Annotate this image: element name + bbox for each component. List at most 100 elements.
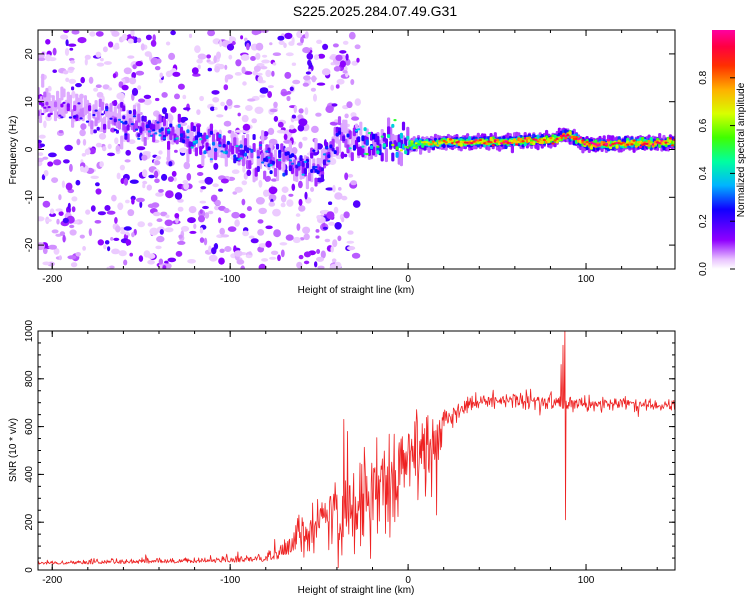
- spectrogram-ridge-cell: [92, 113, 96, 117]
- spectrogram-noise-blob: [284, 71, 292, 79]
- spectrogram-noise-blob: [102, 146, 107, 152]
- spectrogram-noise-blob: [111, 248, 120, 255]
- spectrogram-noise-blob: [315, 229, 320, 233]
- spectrogram-ridge-cell: [132, 115, 137, 118]
- spectrogram-ridge-cell: [399, 152, 403, 167]
- spectrogram-ridge-cell: [135, 120, 139, 130]
- spectrogram-noise-blob: [280, 91, 289, 96]
- spectrogram-noise-blob: [321, 68, 331, 76]
- spectrogram-noise-blob: [131, 198, 135, 205]
- spectrogram-noise-blob: [304, 107, 309, 115]
- spectrogram-noise-blob: [242, 123, 251, 131]
- spectrogram-noise-blob: [123, 177, 129, 186]
- spectrogram-noise-blob: [117, 202, 124, 211]
- spectrogram-noise-blob: [183, 107, 191, 111]
- spectrogram-noise-blob: [108, 265, 115, 269]
- spectrogram-ridge-cell: [361, 135, 365, 142]
- spectrogram-noise-blob: [283, 133, 288, 141]
- spectrogram-noise-blob: [310, 187, 315, 192]
- spectrogram-noise-blob: [63, 159, 70, 164]
- spectrogram-ridge-cell: [239, 144, 243, 149]
- spectrogram-noise-blob: [335, 54, 343, 61]
- spectrogram-noise-blob: [79, 234, 85, 239]
- spectrogram-noise-blob: [213, 162, 219, 170]
- spectrogram-ridge-cell: [100, 113, 105, 116]
- spectrogram-noise-blob: [233, 104, 241, 108]
- spectrogram-noise-blob: [276, 129, 286, 134]
- spectrogram-noise-blob: [143, 98, 152, 106]
- spectrogram-ridge-cell: [626, 143, 630, 146]
- spectrogram-ridge-cell: [299, 155, 303, 162]
- spectrogram-ridge-cell: [357, 128, 361, 131]
- spectrogram-ridge-cell: [117, 118, 122, 121]
- spectrogram-noise-blob: [315, 235, 320, 239]
- spectrogram-ridge-cell: [41, 73, 45, 88]
- spectrogram-noise-blob: [137, 221, 145, 228]
- spectrogram-noise-blob: [43, 170, 49, 177]
- spectrogram-noise-blob: [346, 240, 355, 244]
- spectrogram-ridge-cell: [177, 125, 181, 128]
- spectrogram-ridge-cell: [113, 118, 117, 123]
- spectrogram-noise-blob: [42, 261, 51, 266]
- spectrogram-noise-blob: [65, 39, 69, 47]
- spectrogram-noise-blob: [67, 43, 77, 47]
- spectrogram-noise-blob: [197, 172, 204, 176]
- spectrogram-noise-blob: [67, 255, 77, 260]
- spectrogram-noise-blob: [257, 75, 264, 84]
- colorbar: 0.0 0.2 0.4 0.6 0.8 Normalized spectral ampl…: [698, 30, 747, 276]
- spectrogram-ridge-cell: [542, 138, 546, 142]
- spectrogram-ridge-cell: [122, 115, 126, 120]
- spectrogram-noise-blob: [284, 32, 293, 40]
- spectrogram-noise-blob: [324, 238, 331, 243]
- spectrogram-ridge-cell: [361, 145, 365, 148]
- spectrogram-ridge-cell: [47, 106, 51, 109]
- spectrogram-noise-blob: [303, 75, 311, 81]
- spectrogram-noise-blob: [95, 188, 102, 195]
- spectrogram-ridge-cell: [393, 119, 397, 122]
- spectrogram-noise-blob: [58, 194, 62, 201]
- spectrogram-ridge-cell: [220, 150, 224, 153]
- spectrogram-axis-x-tick-label: 100: [578, 274, 595, 285]
- spectrogram-noise-blob: [120, 178, 125, 184]
- spectrogram-noise-blob: [135, 70, 145, 76]
- spectrogram-ridge-cell: [286, 151, 290, 156]
- spectrogram-ridge-cell: [62, 88, 66, 98]
- spectrogram-noise-blob: [354, 44, 361, 50]
- spectrogram-ridge-cell: [632, 139, 636, 142]
- spectrogram-ridge-cell: [354, 129, 359, 132]
- spectrogram-ridge-cell: [233, 137, 237, 147]
- spectrogram-noise-blob: [338, 187, 342, 191]
- spectrogram-ridge-cell: [314, 177, 318, 187]
- spectrogram-noise-blob: [182, 94, 187, 100]
- spectrogram-noise-blob: [84, 148, 91, 155]
- spectrogram-ridge-cell: [478, 138, 482, 142]
- spectrogram-noise-blob: [271, 70, 275, 77]
- spectrogram-ridge-cell: [401, 121, 406, 131]
- spectrogram-ridge-cell: [214, 151, 218, 161]
- spectrogram-noise-blob: [154, 178, 160, 184]
- spectrogram-ridge-cell: [278, 149, 282, 154]
- spectrogram-noise-blob: [199, 200, 207, 204]
- spectrogram-ridge-cell: [372, 133, 376, 140]
- colorbar-tick-label: 0.0: [698, 262, 709, 276]
- spectrogram-noise-blob: [217, 217, 222, 224]
- spectrogram-noise-blob: [218, 188, 223, 192]
- spectrogram-noise-blob: [350, 180, 357, 186]
- spectrogram-ridge-cell: [365, 139, 369, 146]
- spectrogram-ridge-cell: [596, 144, 600, 147]
- spectrogram-noise-blob: [227, 226, 237, 232]
- spectrogram-ridge-cell: [192, 140, 196, 144]
- spectrogram-ridge-cell: [139, 127, 143, 133]
- spectrogram-ridge-cell: [38, 94, 43, 97]
- spectrogram-noise-blob: [256, 72, 263, 76]
- spectrogram-noise-blob: [95, 51, 102, 58]
- spectrogram-noise-blob: [343, 153, 348, 158]
- spectrogram-noise-blob: [207, 30, 216, 37]
- spectrogram-noise-blob: [183, 182, 190, 190]
- spectrogram-noise-blob: [88, 228, 93, 237]
- spectrogram-noise-blob: [273, 101, 278, 109]
- spectrogram-noise-blob: [188, 33, 193, 39]
- spectrogram-noise-blob: [224, 246, 232, 252]
- spectrogram-noise-blob: [269, 256, 277, 260]
